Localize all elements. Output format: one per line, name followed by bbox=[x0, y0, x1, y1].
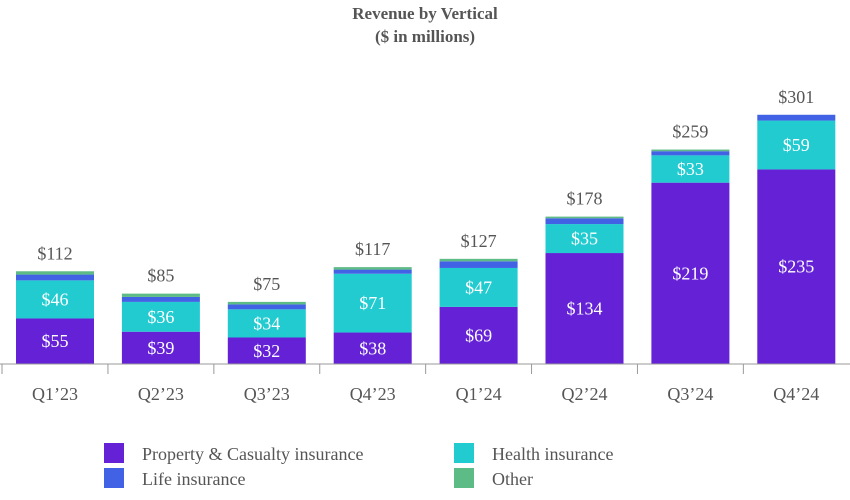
x-tick-label: Q3’24 bbox=[667, 384, 713, 404]
bar-segment-life-insurance bbox=[333, 269, 412, 274]
segment-label: $59 bbox=[783, 135, 810, 155]
bar-segment-other bbox=[227, 301, 306, 305]
segment-label: $36 bbox=[147, 307, 174, 327]
bar-segment-life-insurance bbox=[439, 261, 518, 268]
x-tick-label: Q1’23 bbox=[32, 384, 78, 404]
bar-segment-other bbox=[651, 149, 730, 152]
chart-title: Revenue by Vertical bbox=[352, 4, 498, 23]
total-label: $178 bbox=[567, 189, 603, 209]
legend-swatch bbox=[454, 468, 474, 488]
segment-label: $134 bbox=[567, 299, 603, 319]
legend-label: Property & Casualty insurance bbox=[142, 444, 363, 464]
segment-label: $46 bbox=[42, 289, 69, 309]
bar-segment-property-casualty-insurance bbox=[757, 169, 836, 364]
bar-segment-life-insurance bbox=[651, 151, 730, 156]
legend-item: Life insurance bbox=[104, 468, 245, 489]
bar-segment-health-insurance bbox=[121, 301, 200, 332]
legend-label: Health insurance bbox=[492, 444, 613, 464]
segment-label: $55 bbox=[42, 331, 69, 351]
x-tick-label: Q2’24 bbox=[562, 384, 608, 404]
bar-segment-property-casualty-insurance bbox=[651, 182, 730, 364]
bar-segment-other bbox=[439, 258, 518, 262]
segment-label: $33 bbox=[677, 159, 704, 179]
bar-segment-life-insurance bbox=[545, 218, 624, 225]
legend-label: Other bbox=[492, 469, 533, 489]
legend-swatch bbox=[104, 443, 124, 463]
bar-segment-health-insurance bbox=[439, 267, 518, 307]
bar-segment-life-insurance bbox=[16, 274, 94, 281]
x-tick-label: Q3’23 bbox=[244, 384, 290, 404]
segment-label: $219 bbox=[672, 263, 708, 283]
bar-segment-property-casualty-insurance bbox=[545, 253, 624, 364]
bar-segment-health-insurance bbox=[227, 309, 306, 338]
total-label: $259 bbox=[672, 122, 708, 142]
legend-swatch bbox=[454, 443, 474, 463]
segment-label: $39 bbox=[147, 338, 174, 358]
bar-segment-other bbox=[333, 267, 412, 270]
segment-label: $35 bbox=[571, 229, 598, 249]
bar-segment-property-casualty-insurance bbox=[333, 332, 412, 364]
legend-item: Property & Casualty insurance bbox=[104, 443, 363, 464]
segment-label: $235 bbox=[778, 257, 814, 277]
total-label: $112 bbox=[37, 243, 72, 263]
total-label: $85 bbox=[147, 266, 174, 286]
bar-segment-health-insurance bbox=[651, 155, 730, 183]
bar-segment-property-casualty-insurance bbox=[439, 306, 518, 364]
segment-label: $71 bbox=[359, 293, 386, 313]
total-label: $301 bbox=[778, 87, 814, 107]
total-label: $75 bbox=[253, 274, 280, 294]
bar-segment-health-insurance bbox=[545, 224, 624, 254]
total-label: $127 bbox=[461, 231, 497, 251]
segment-label: $47 bbox=[465, 277, 492, 297]
x-tick-label: Q2’23 bbox=[138, 384, 184, 404]
bar-segment-other bbox=[121, 293, 200, 297]
segment-label: $32 bbox=[253, 341, 280, 361]
bar-segment-health-insurance bbox=[333, 273, 412, 333]
x-tick-label: Q1’24 bbox=[456, 384, 502, 404]
bar-segment-other bbox=[545, 216, 624, 219]
bar-segment-health-insurance bbox=[757, 120, 836, 170]
bar-segment-life-insurance bbox=[227, 304, 306, 310]
bar-segment-life-insurance bbox=[757, 114, 836, 121]
x-tick-label: Q4’24 bbox=[773, 384, 819, 404]
legend-item: Other bbox=[454, 468, 533, 489]
total-label: $117 bbox=[355, 239, 390, 259]
legend-label: Life insurance bbox=[142, 469, 245, 489]
segment-label: $69 bbox=[465, 325, 492, 345]
bar-segment-property-casualty-insurance bbox=[227, 337, 306, 364]
x-tick-label: Q4’23 bbox=[350, 384, 396, 404]
legend-item: Health insurance bbox=[454, 443, 613, 464]
bar-segment-property-casualty-insurance bbox=[121, 331, 200, 364]
legend-swatch bbox=[104, 468, 124, 488]
chart-subtitle: ($ in millions) bbox=[375, 27, 475, 46]
bar-segment-life-insurance bbox=[121, 296, 200, 302]
bar-segment-health-insurance bbox=[16, 280, 94, 319]
segment-label: $38 bbox=[359, 338, 386, 358]
bar-segment-property-casualty-insurance bbox=[16, 318, 94, 364]
bar-segment-other bbox=[16, 271, 94, 275]
segment-label: $34 bbox=[253, 313, 280, 333]
